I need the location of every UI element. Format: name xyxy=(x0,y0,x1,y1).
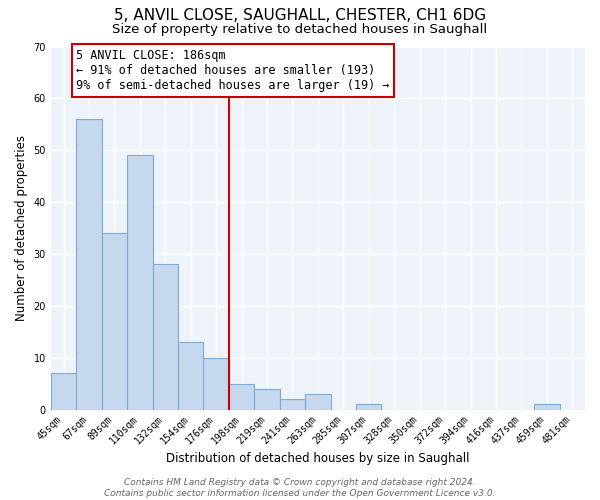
Bar xyxy=(305,394,331,409)
Bar xyxy=(178,342,203,409)
Bar xyxy=(254,389,280,409)
Bar xyxy=(127,156,152,410)
Text: 5 ANVIL CLOSE: 186sqm
← 91% of detached houses are smaller (193)
9% of semi-deta: 5 ANVIL CLOSE: 186sqm ← 91% of detached … xyxy=(76,49,390,92)
Bar xyxy=(101,233,127,410)
Bar xyxy=(280,399,305,409)
X-axis label: Distribution of detached houses by size in Saughall: Distribution of detached houses by size … xyxy=(166,452,470,465)
Bar xyxy=(203,358,229,410)
Bar xyxy=(76,119,101,410)
Text: Size of property relative to detached houses in Saughall: Size of property relative to detached ho… xyxy=(112,22,488,36)
Y-axis label: Number of detached properties: Number of detached properties xyxy=(15,135,28,321)
Bar xyxy=(51,374,76,410)
Bar xyxy=(152,264,178,410)
Bar xyxy=(534,404,560,409)
Text: Contains HM Land Registry data © Crown copyright and database right 2024.
Contai: Contains HM Land Registry data © Crown c… xyxy=(104,478,496,498)
Bar xyxy=(356,404,382,409)
Text: 5, ANVIL CLOSE, SAUGHALL, CHESTER, CH1 6DG: 5, ANVIL CLOSE, SAUGHALL, CHESTER, CH1 6… xyxy=(114,8,486,22)
Bar xyxy=(229,384,254,409)
